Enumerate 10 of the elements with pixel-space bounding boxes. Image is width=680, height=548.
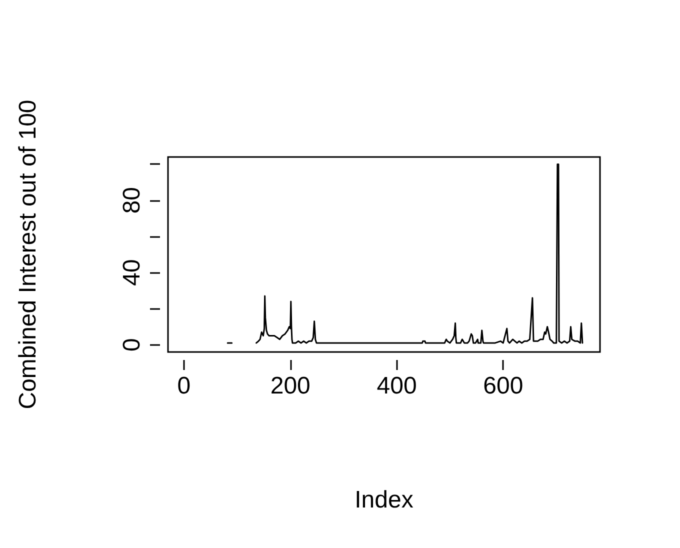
x-tick-label: 200 bbox=[270, 372, 310, 400]
y-axis-title: Combined Interest out of 100 bbox=[14, 100, 42, 410]
x-axis-title: Index bbox=[354, 486, 414, 514]
x-tick-label: 400 bbox=[376, 372, 417, 400]
line-series bbox=[256, 163, 584, 344]
x-tick-label: 600 bbox=[483, 372, 524, 400]
y-tick-label: 80 bbox=[118, 186, 146, 214]
y-tick-label: 40 bbox=[118, 259, 146, 286]
y-tick-label: 0 bbox=[118, 338, 146, 352]
x-tick-label: 0 bbox=[177, 372, 191, 400]
